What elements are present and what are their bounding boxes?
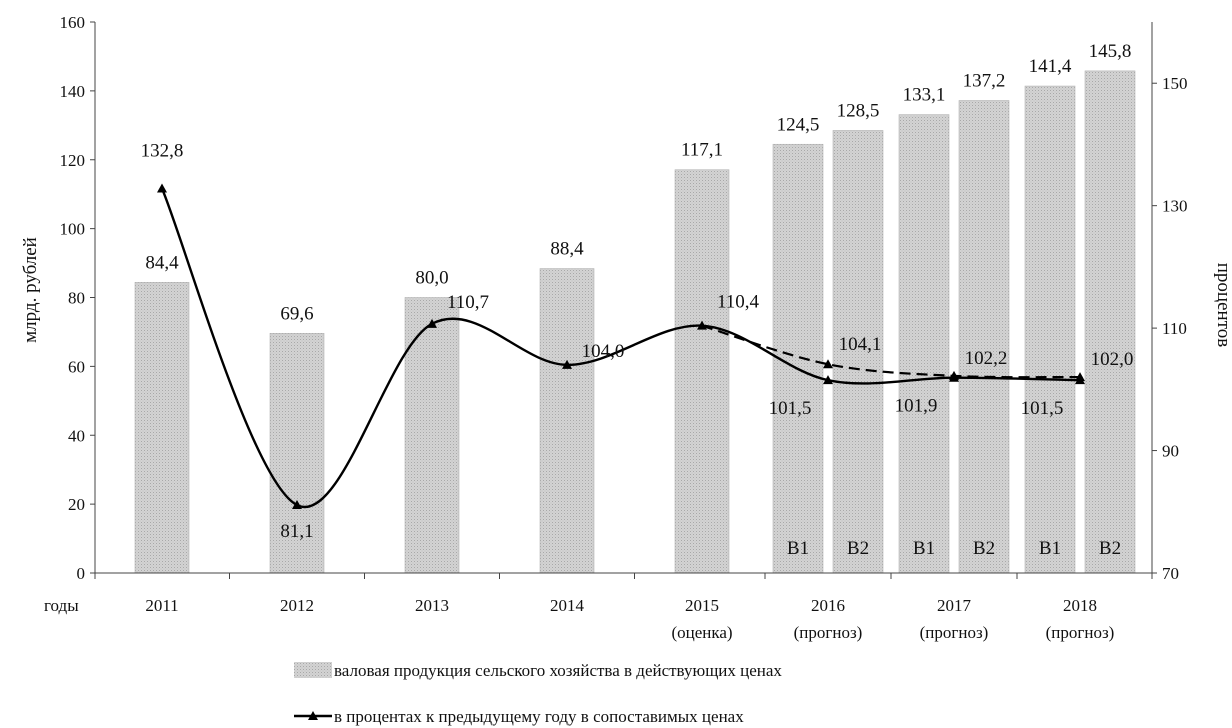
bar-2017-1 xyxy=(898,114,950,574)
line-v1-value-label: 110,7 xyxy=(447,292,489,313)
bar-2014 xyxy=(539,268,595,574)
bar-value-label: 133,1 xyxy=(903,85,946,106)
y-left-tick-label: 80 xyxy=(68,289,85,308)
x-tick-label-year: 2016 xyxy=(811,596,845,615)
x-tick-label-year: 2013 xyxy=(415,596,449,615)
bar-value-label: 80,0 xyxy=(415,268,448,289)
line-v1-point xyxy=(949,372,959,382)
legend-bar-swatch xyxy=(294,662,332,678)
y-left-tick-label: 40 xyxy=(68,426,85,445)
line-v1-value-label: 104,0 xyxy=(582,341,625,362)
x-tick-label-year: 2014 xyxy=(550,596,585,615)
line-v1-point xyxy=(823,375,833,385)
lines-group xyxy=(157,183,1085,510)
bar-2012 xyxy=(269,333,325,574)
line-series-v2 xyxy=(701,324,1081,379)
x-tick-label-year: 2017 xyxy=(937,596,972,615)
bar-2018-1 xyxy=(1024,85,1076,574)
bar-2017-2 xyxy=(958,100,1010,574)
line-v1-point xyxy=(1075,375,1085,385)
y-axis-right-title: процентов xyxy=(1213,263,1232,347)
y-right-tick-label: 90 xyxy=(1162,442,1179,461)
bar-value-label: 124,5 xyxy=(777,114,820,135)
y-left-tick-label: 20 xyxy=(68,495,85,514)
line-v1-value-label: 110,4 xyxy=(717,292,760,313)
line-v1-value-label: 81,1 xyxy=(280,521,313,542)
x-axis-prefix-label: годы xyxy=(44,596,79,615)
y-right-tick-label: 130 xyxy=(1162,197,1188,216)
y-left-tick-label: 160 xyxy=(60,13,86,32)
line-v1-value-label: 132,8 xyxy=(141,141,184,162)
bar-variant-label: В1 xyxy=(913,538,935,559)
bar-2016-2 xyxy=(832,130,884,574)
x-tick-label-note: (оценка) xyxy=(671,623,732,642)
legend-line-text: в процентах к предыдущему году в сопоста… xyxy=(334,707,744,726)
bar-value-label: 117,1 xyxy=(681,140,723,161)
y-left-tick-label: 120 xyxy=(60,151,86,170)
bar-2018-2 xyxy=(1084,70,1136,574)
bar-variant-label: В1 xyxy=(1039,538,1061,559)
line-v1-point xyxy=(157,183,167,193)
bar-variant-label: В2 xyxy=(973,538,995,559)
x-tick-label-year: 2015 xyxy=(685,596,719,615)
bar-value-label: 84,4 xyxy=(145,252,179,273)
y-right-tick-label: 70 xyxy=(1162,564,1179,583)
bars-group xyxy=(134,70,1136,574)
line-v2-value-label: 104,1 xyxy=(839,334,882,355)
line-v2-point xyxy=(823,359,833,369)
x-tick-label-year: 2012 xyxy=(280,596,314,615)
bar-value-label: 88,4 xyxy=(550,239,584,260)
bar-value-label: 69,6 xyxy=(280,303,313,324)
line-v1-value-label: 101,5 xyxy=(1021,398,1064,419)
y-axis-left-title: млрд. рублей xyxy=(20,237,41,343)
y-left-tick-label: 140 xyxy=(60,82,86,101)
axes-group: 0 20 40 60 80 100 120 140 160 70 90 110 130 150 2011 20… xyxy=(60,13,1188,642)
data-labels-group: 84,4 69,6 80,0 88,4 117,1 124,5 В1 128,5 В2 133,1… xyxy=(141,41,1134,559)
legend-line-marker xyxy=(308,711,318,720)
line-v1-point xyxy=(427,318,437,328)
line-v1-point xyxy=(292,500,302,510)
legend: валовая продукция сельского хозяйства в … xyxy=(294,661,782,726)
bar-variant-label: В2 xyxy=(1099,538,1121,559)
bar-2013 xyxy=(404,297,460,574)
x-tick-label-year: 2011 xyxy=(145,596,178,615)
bar-value-label: 128,5 xyxy=(837,100,880,121)
bar-value-label: 145,8 xyxy=(1089,41,1132,62)
x-tick-label-note: (прогноз) xyxy=(794,623,863,642)
bar-variant-label: В1 xyxy=(787,538,809,559)
y-left-tick-label: 60 xyxy=(68,357,85,376)
bar-value-label: 141,4 xyxy=(1029,56,1072,77)
line-v2-value-label: 102,2 xyxy=(965,348,1008,369)
legend-bar-text: валовая продукция сельского хозяйства в … xyxy=(334,661,782,680)
line-v1-point xyxy=(562,359,572,369)
bar-2011 xyxy=(134,282,190,574)
line-v1-point xyxy=(697,320,707,330)
line-v2-value-label: 102,0 xyxy=(1091,349,1134,370)
y-left-tick-label: 100 xyxy=(60,220,86,239)
x-tick-label-note: (прогноз) xyxy=(1046,623,1115,642)
x-tick-label-year: 2018 xyxy=(1063,596,1097,615)
y-right-tick-label: 150 xyxy=(1162,74,1188,93)
bar-variant-label: В2 xyxy=(847,538,869,559)
x-tick-label-note: (прогноз) xyxy=(920,623,989,642)
bar-2015 xyxy=(674,169,730,574)
y-right-tick-label: 110 xyxy=(1162,319,1187,338)
y-left-tick-label: 0 xyxy=(77,564,86,583)
line-v1-value-label: 101,5 xyxy=(769,398,812,419)
bar-value-label: 137,2 xyxy=(963,71,1006,92)
line-v1-value-label: 101,9 xyxy=(895,396,938,417)
